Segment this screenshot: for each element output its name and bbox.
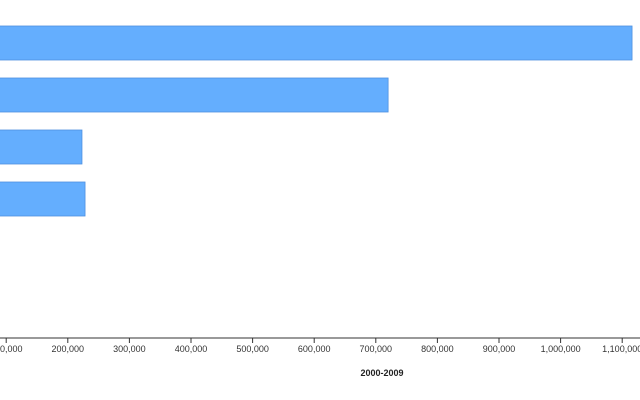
x-tick-label: 800,000 <box>421 344 454 354</box>
x-tick-label: 200,000 <box>52 344 85 354</box>
bar-3 <box>0 129 83 165</box>
x-tick-label: 1,100,000 <box>602 344 640 354</box>
x-tick-label: 400,000 <box>175 344 208 354</box>
bar-1 <box>0 25 633 61</box>
x-tick-label: 100,000 <box>0 344 22 354</box>
x-tick-label: 500,000 <box>236 344 269 354</box>
x-axis-title: 2000-2009 <box>360 368 403 378</box>
bar-2 <box>0 77 389 113</box>
x-tick-label: 900,000 <box>483 344 516 354</box>
x-tick-label: 300,000 <box>113 344 146 354</box>
bar-series <box>0 25 633 217</box>
x-axis-ticks: 100,000 200,000 300,000 400,000 500,000 600,0… <box>0 338 640 354</box>
x-tick-label: 600,000 <box>298 344 331 354</box>
bar-4 <box>0 181 86 217</box>
x-tick-label: 700,000 <box>360 344 393 354</box>
x-tick-label: 1,000,000 <box>541 344 581 354</box>
